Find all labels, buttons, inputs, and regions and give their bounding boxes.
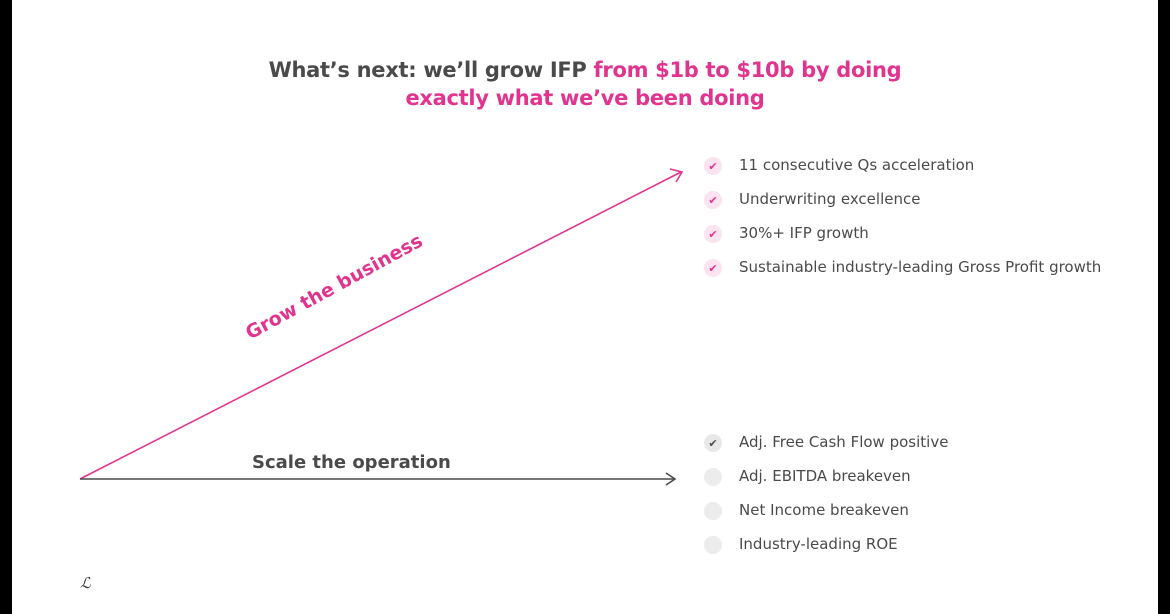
grow-arrow-head [669, 168, 684, 183]
company-logo: ℒ [80, 574, 91, 592]
list-item-label: 30%+ IFP growth [739, 224, 869, 242]
list-item: ✔ Adj. Free Cash Flow positive [704, 433, 948, 467]
list-item-label: Net Income breakeven [739, 501, 909, 519]
list-item-label: 11 consecutive Qs acceleration [739, 156, 975, 174]
list-item: ✔ Underwriting excellence [704, 190, 1101, 224]
list-item-label: Industry-leading ROE [739, 535, 898, 553]
list-item: ✔ Sustainable industry-leading Gross Pro… [704, 258, 1101, 292]
list-item: Industry-leading ROE [704, 535, 948, 569]
slide-title: What’s next: we’ll grow IFP from $1b to … [12, 56, 1158, 112]
empty-circle-icon [704, 468, 722, 486]
check-icon: ✔ [704, 191, 722, 209]
grow-arrow-line [79, 171, 682, 480]
list-item: Adj. EBITDA breakeven [704, 467, 948, 501]
list-item: ✔ 30%+ IFP growth [704, 224, 1101, 258]
check-icon: ✔ [704, 225, 722, 243]
list-item: ✔ 11 consecutive Qs acceleration [704, 156, 1101, 190]
scale-checklist: ✔ Adj. Free Cash Flow positive Adj. EBIT… [704, 433, 948, 569]
list-item: Net Income breakeven [704, 501, 948, 535]
list-item-label: Adj. EBITDA breakeven [739, 467, 911, 485]
check-icon: ✔ [704, 434, 722, 452]
scale-arrow-head [665, 472, 677, 486]
title-part-1: What’s next: we’ll grow IFP [268, 58, 594, 82]
title-part-2: from $1b to $10b by doing [593, 58, 902, 82]
list-item-label: Adj. Free Cash Flow positive [739, 433, 949, 451]
list-item-label: Underwriting excellence [739, 190, 921, 208]
arrow-diagram [79, 168, 684, 486]
grow-checklist: ✔ 11 consecutive Qs acceleration ✔ Under… [704, 156, 1101, 292]
check-icon: ✔ [704, 157, 722, 175]
empty-circle-icon [704, 502, 722, 520]
list-item-label: Sustainable industry-leading Gross Profi… [739, 258, 1102, 276]
title-part-3: exactly what we’ve been doing [405, 86, 765, 110]
slide: What’s next: we’ll grow IFP from $1b to … [12, 0, 1158, 614]
scale-the-operation-label: Scale the operation [252, 452, 451, 473]
check-icon: ✔ [704, 259, 722, 277]
empty-circle-icon [704, 536, 722, 554]
